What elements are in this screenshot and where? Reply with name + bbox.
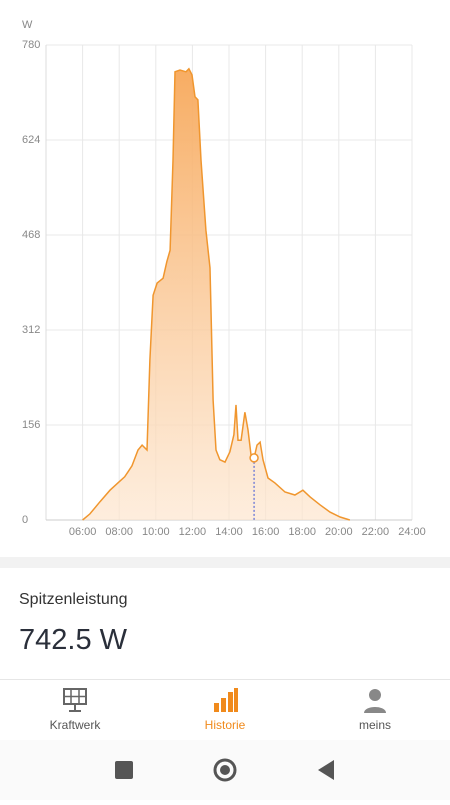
selected-point [249, 453, 259, 463]
y-axis-label: W [22, 19, 33, 31]
recent-button[interactable] [115, 761, 133, 779]
x-tick-label: 06:00 [69, 526, 97, 538]
solar-icon [63, 688, 87, 712]
x-tick-label: 16:00 [252, 526, 280, 538]
y-tick-label: 468 [22, 229, 40, 241]
x-tick-label: 20:00 [325, 526, 353, 538]
x-tick-label: 22:00 [362, 526, 390, 538]
y-tick-label: 312 [22, 324, 40, 336]
home-button[interactable] [213, 758, 237, 782]
peak-label: Spitzenleistung [19, 591, 128, 608]
nav-label: Historie [204, 718, 246, 732]
x-tick-label: 12:00 [179, 526, 207, 538]
user-icon [364, 689, 386, 713]
nav-item[interactable]: meins [300, 686, 450, 738]
chart: W 0 156 312 468 624 780 06:00 08:00 10:00 12:00 14… [22, 19, 426, 538]
y-tick-label: 780 [22, 39, 40, 51]
x-tick-label: 10:00 [142, 526, 170, 538]
x-tick-label: 08:00 [105, 526, 133, 538]
nav-item[interactable]: Historie [150, 686, 300, 738]
nav-item[interactable]: Kraftwerk [0, 686, 150, 738]
x-tick-label: 14:00 [215, 526, 243, 538]
y-tick-label: 0 [22, 514, 28, 526]
divider [0, 679, 450, 680]
system-nav-bar [0, 740, 450, 800]
area [82, 68, 350, 521]
bottom-nav: Kraftwerk Historie meins [0, 686, 450, 738]
y-tick-label: 624 [22, 134, 40, 146]
history-icon [214, 688, 238, 712]
x-tick-label: 24:00 [398, 526, 426, 538]
nav-label: meins [358, 718, 391, 732]
nav-label: Kraftwerk [49, 718, 101, 732]
line [82, 67, 351, 521]
system-buttons [115, 758, 334, 782]
x-tick-label: 18:00 [288, 526, 316, 538]
back-button[interactable] [318, 760, 334, 780]
peak-value: 742.5 W [19, 624, 127, 656]
home-dot [220, 765, 230, 775]
separator [0, 557, 450, 568]
y-tick-label: 156 [22, 419, 40, 431]
